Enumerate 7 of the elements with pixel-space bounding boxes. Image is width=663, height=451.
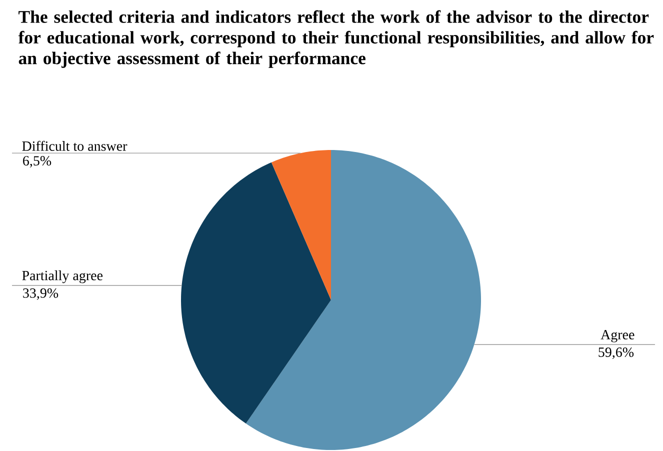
data-label: 6,5% [23,156,52,168]
slice-label: Partially agree [22,270,103,284]
data-label: 59,6% [598,347,634,359]
slice-label: Agree [600,330,634,342]
chart-title: The selected criteria and indicators reflect the work of the advisor to the director for educational work, correspond to their functional responsibilities, and allow for an objective assessment of their performance [18,10,654,68]
slice-label: Difficult to answer [22,140,128,151]
data-label: 33,9% [23,288,58,300]
